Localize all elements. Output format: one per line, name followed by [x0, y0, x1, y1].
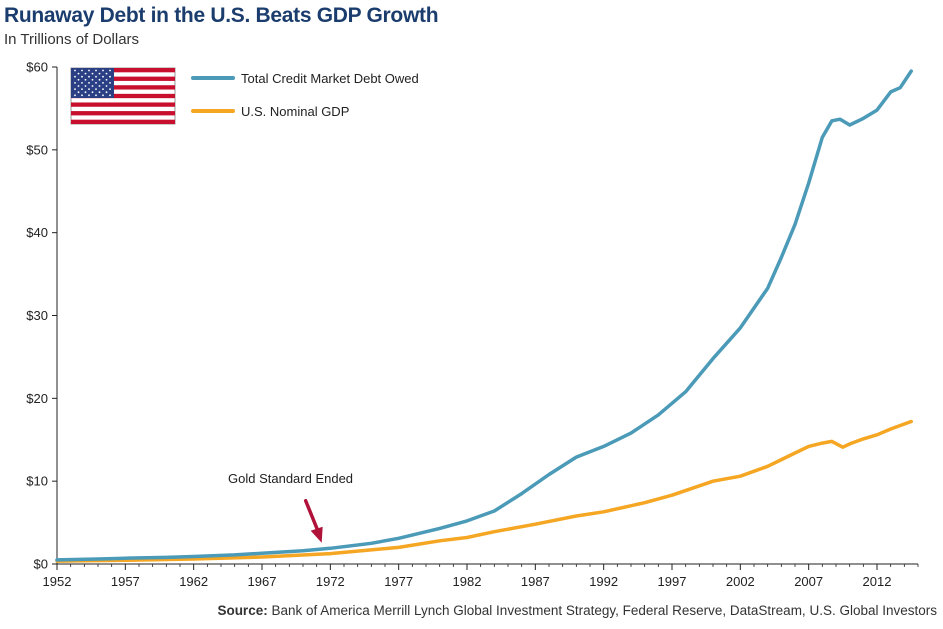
x-tick-label: 1957: [111, 574, 140, 589]
y-tick-label: $40: [26, 225, 48, 240]
source-text: Bank of America Merrill Lynch Global Inv…: [271, 603, 937, 618]
x-tick-label: 1997: [658, 574, 687, 589]
x-tick-label: 1977: [384, 574, 413, 589]
y-tick-label: $60: [26, 60, 48, 75]
source-label: Source:: [217, 603, 268, 618]
y-tick-label: $30: [26, 308, 48, 323]
legend-label-gdp: U.S. Nominal GDP: [241, 104, 349, 119]
y-tick-label: $20: [26, 391, 48, 406]
x-tick-label: 2002: [726, 574, 755, 589]
y-tick-label: $0: [34, 557, 48, 572]
chart-subtitle: In Trillions of Dollars: [4, 31, 140, 48]
x-tick-label: 2012: [863, 574, 892, 589]
x-tick-label: 1992: [589, 574, 618, 589]
chart-title: Runaway Debt in the U.S. Beats GDP Growt…: [4, 4, 439, 27]
x-tick-label: 1982: [453, 574, 482, 589]
x-tick-label: 1962: [179, 574, 208, 589]
y-tick-label: $50: [26, 142, 48, 157]
annotation-label: Gold Standard Ended: [228, 471, 353, 486]
source-note: Source: Bank of America Merrill Lynch Gl…: [217, 603, 937, 618]
x-tick-label: 2007: [794, 574, 823, 589]
legend: Total Credit Market Debt Owed U.S. Nomin…: [191, 71, 419, 119]
us-flag-icon: [70, 67, 176, 125]
x-tick-label: 1952: [43, 574, 72, 589]
annotation-arrow-icon: [303, 498, 323, 543]
x-tick-label: 1987: [521, 574, 550, 589]
y-tick-label: $10: [26, 474, 48, 489]
legend-label-debt: Total Credit Market Debt Owed: [241, 71, 419, 86]
x-tick-label: 1967: [248, 574, 277, 589]
series-line-gdp: [55, 419, 913, 563]
series-line-debt: [55, 69, 913, 562]
x-tick-label: 1972: [316, 574, 345, 589]
